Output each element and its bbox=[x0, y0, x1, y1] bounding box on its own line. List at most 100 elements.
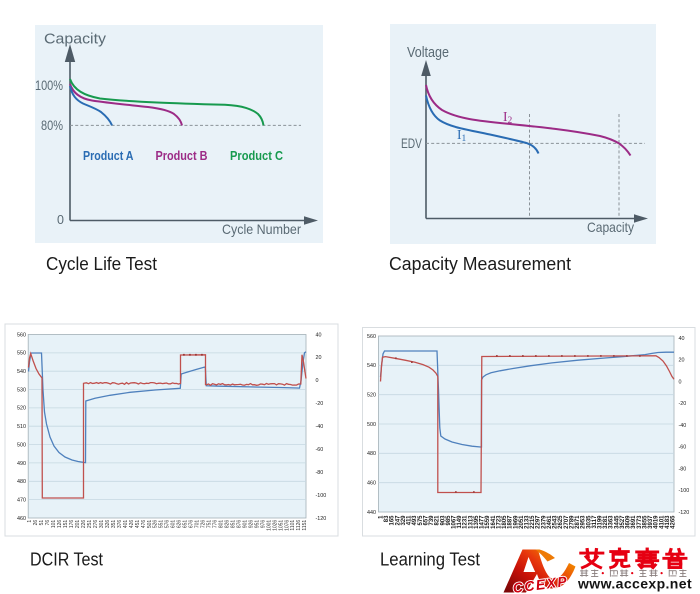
svg-text:551: 551 bbox=[159, 520, 165, 529]
svg-text:1231: 1231 bbox=[463, 515, 469, 529]
svg-text:76: 76 bbox=[45, 520, 51, 526]
svg-text:3773: 3773 bbox=[637, 515, 643, 529]
svg-text:-120: -120 bbox=[679, 510, 690, 516]
svg-text:Product B: Product B bbox=[156, 148, 208, 163]
svg-text:247: 247 bbox=[395, 515, 401, 526]
svg-text:Capacity: Capacity bbox=[587, 219, 634, 235]
svg-text:651: 651 bbox=[183, 520, 189, 529]
svg-text:901: 901 bbox=[242, 520, 248, 529]
svg-text:1: 1 bbox=[27, 520, 33, 523]
svg-text:493: 493 bbox=[412, 515, 418, 526]
svg-text:460: 460 bbox=[367, 481, 376, 487]
svg-text:500: 500 bbox=[17, 442, 26, 448]
svg-text:1805: 1805 bbox=[502, 515, 508, 529]
svg-text:Cycle Number: Cycle Number bbox=[222, 221, 301, 237]
svg-text:-100: -100 bbox=[679, 488, 690, 494]
svg-text:www.accexp.net: www.accexp.net bbox=[577, 576, 692, 592]
svg-text:3117: 3117 bbox=[592, 515, 598, 529]
svg-text:-60: -60 bbox=[679, 445, 687, 451]
svg-text:550: 550 bbox=[17, 351, 26, 357]
svg-text:251: 251 bbox=[87, 520, 93, 529]
svg-text:3035: 3035 bbox=[586, 515, 592, 529]
svg-text:DCIR Test: DCIR Test bbox=[30, 550, 103, 570]
svg-text:I1: I1 bbox=[457, 127, 467, 144]
svg-text:976: 976 bbox=[260, 520, 266, 529]
svg-text:Capacity: Capacity bbox=[44, 32, 107, 48]
svg-text:Learning Test: Learning Test bbox=[380, 550, 480, 570]
svg-text:EDV: EDV bbox=[401, 136, 422, 151]
svg-text:0: 0 bbox=[57, 213, 64, 227]
svg-text:2789: 2789 bbox=[569, 515, 575, 529]
svg-text:520: 520 bbox=[17, 406, 26, 412]
svg-text:-80: -80 bbox=[316, 470, 324, 476]
svg-text:1076: 1076 bbox=[284, 520, 290, 531]
svg-text:3199: 3199 bbox=[598, 515, 604, 529]
svg-text:2461: 2461 bbox=[547, 515, 553, 529]
svg-text:626: 626 bbox=[177, 520, 183, 529]
svg-text:3937: 3937 bbox=[648, 515, 654, 529]
svg-text:501: 501 bbox=[147, 520, 153, 529]
svg-text:451: 451 bbox=[135, 520, 141, 529]
svg-text:100%: 100% bbox=[35, 78, 63, 93]
svg-text:0: 0 bbox=[679, 379, 682, 385]
svg-text:-20: -20 bbox=[679, 401, 687, 407]
svg-text:560: 560 bbox=[17, 332, 26, 338]
svg-text:2871: 2871 bbox=[575, 515, 581, 529]
svg-text:2379: 2379 bbox=[541, 515, 547, 529]
svg-text:951: 951 bbox=[254, 520, 260, 529]
svg-text:201: 201 bbox=[75, 520, 81, 529]
svg-text:676: 676 bbox=[189, 520, 195, 529]
svg-text:-40: -40 bbox=[679, 423, 687, 429]
svg-text:40: 40 bbox=[316, 332, 322, 338]
svg-text:1641: 1641 bbox=[491, 515, 497, 529]
svg-text:751: 751 bbox=[207, 520, 213, 529]
svg-text:3281: 3281 bbox=[603, 515, 609, 529]
svg-text:1001: 1001 bbox=[266, 520, 272, 531]
svg-text:Voltage: Voltage bbox=[407, 45, 449, 61]
svg-text:2625: 2625 bbox=[558, 515, 564, 529]
svg-text:51: 51 bbox=[39, 520, 45, 526]
svg-text:Capacity Measurement: Capacity Measurement bbox=[389, 254, 571, 274]
svg-text:-20: -20 bbox=[316, 401, 324, 407]
svg-text:83: 83 bbox=[384, 515, 390, 522]
svg-text:2543: 2543 bbox=[553, 515, 559, 529]
svg-text:657: 657 bbox=[423, 515, 429, 526]
svg-text:101: 101 bbox=[51, 520, 57, 529]
svg-text:476: 476 bbox=[141, 520, 147, 529]
svg-text:1313: 1313 bbox=[468, 515, 474, 529]
svg-text:-100: -100 bbox=[316, 493, 327, 499]
svg-text:276: 276 bbox=[93, 520, 99, 529]
svg-text:876: 876 bbox=[236, 520, 242, 529]
svg-text:739: 739 bbox=[429, 515, 435, 526]
svg-text:1067: 1067 bbox=[452, 515, 458, 529]
svg-text:176: 176 bbox=[69, 520, 75, 529]
svg-text:2051: 2051 bbox=[519, 515, 525, 529]
svg-text:903: 903 bbox=[440, 515, 446, 526]
svg-text:540: 540 bbox=[17, 369, 26, 375]
svg-text:510: 510 bbox=[17, 424, 26, 430]
svg-text:1026: 1026 bbox=[272, 520, 278, 531]
svg-text:926: 926 bbox=[248, 520, 254, 529]
svg-text:326: 326 bbox=[105, 520, 111, 529]
svg-text:726: 726 bbox=[201, 520, 207, 529]
svg-text:821: 821 bbox=[435, 515, 441, 526]
svg-text:411: 411 bbox=[407, 515, 413, 525]
svg-text:2133: 2133 bbox=[525, 515, 531, 529]
svg-text:601: 601 bbox=[171, 520, 177, 529]
svg-text:2297: 2297 bbox=[536, 515, 542, 529]
svg-text:-80: -80 bbox=[679, 466, 687, 472]
svg-text:1126: 1126 bbox=[296, 520, 302, 531]
svg-text:401: 401 bbox=[123, 520, 129, 529]
svg-text:40: 40 bbox=[679, 336, 685, 342]
svg-text:301: 301 bbox=[99, 520, 105, 529]
svg-text:480: 480 bbox=[17, 479, 26, 485]
svg-text:20: 20 bbox=[679, 358, 685, 364]
svg-text:470: 470 bbox=[17, 497, 26, 503]
svg-text:-120: -120 bbox=[316, 516, 327, 522]
svg-text:0: 0 bbox=[316, 378, 319, 384]
svg-text:329: 329 bbox=[401, 515, 407, 526]
svg-text:426: 426 bbox=[129, 520, 135, 529]
svg-text:1723: 1723 bbox=[496, 515, 502, 529]
svg-text:801: 801 bbox=[219, 520, 225, 529]
svg-text:3855: 3855 bbox=[642, 515, 648, 529]
